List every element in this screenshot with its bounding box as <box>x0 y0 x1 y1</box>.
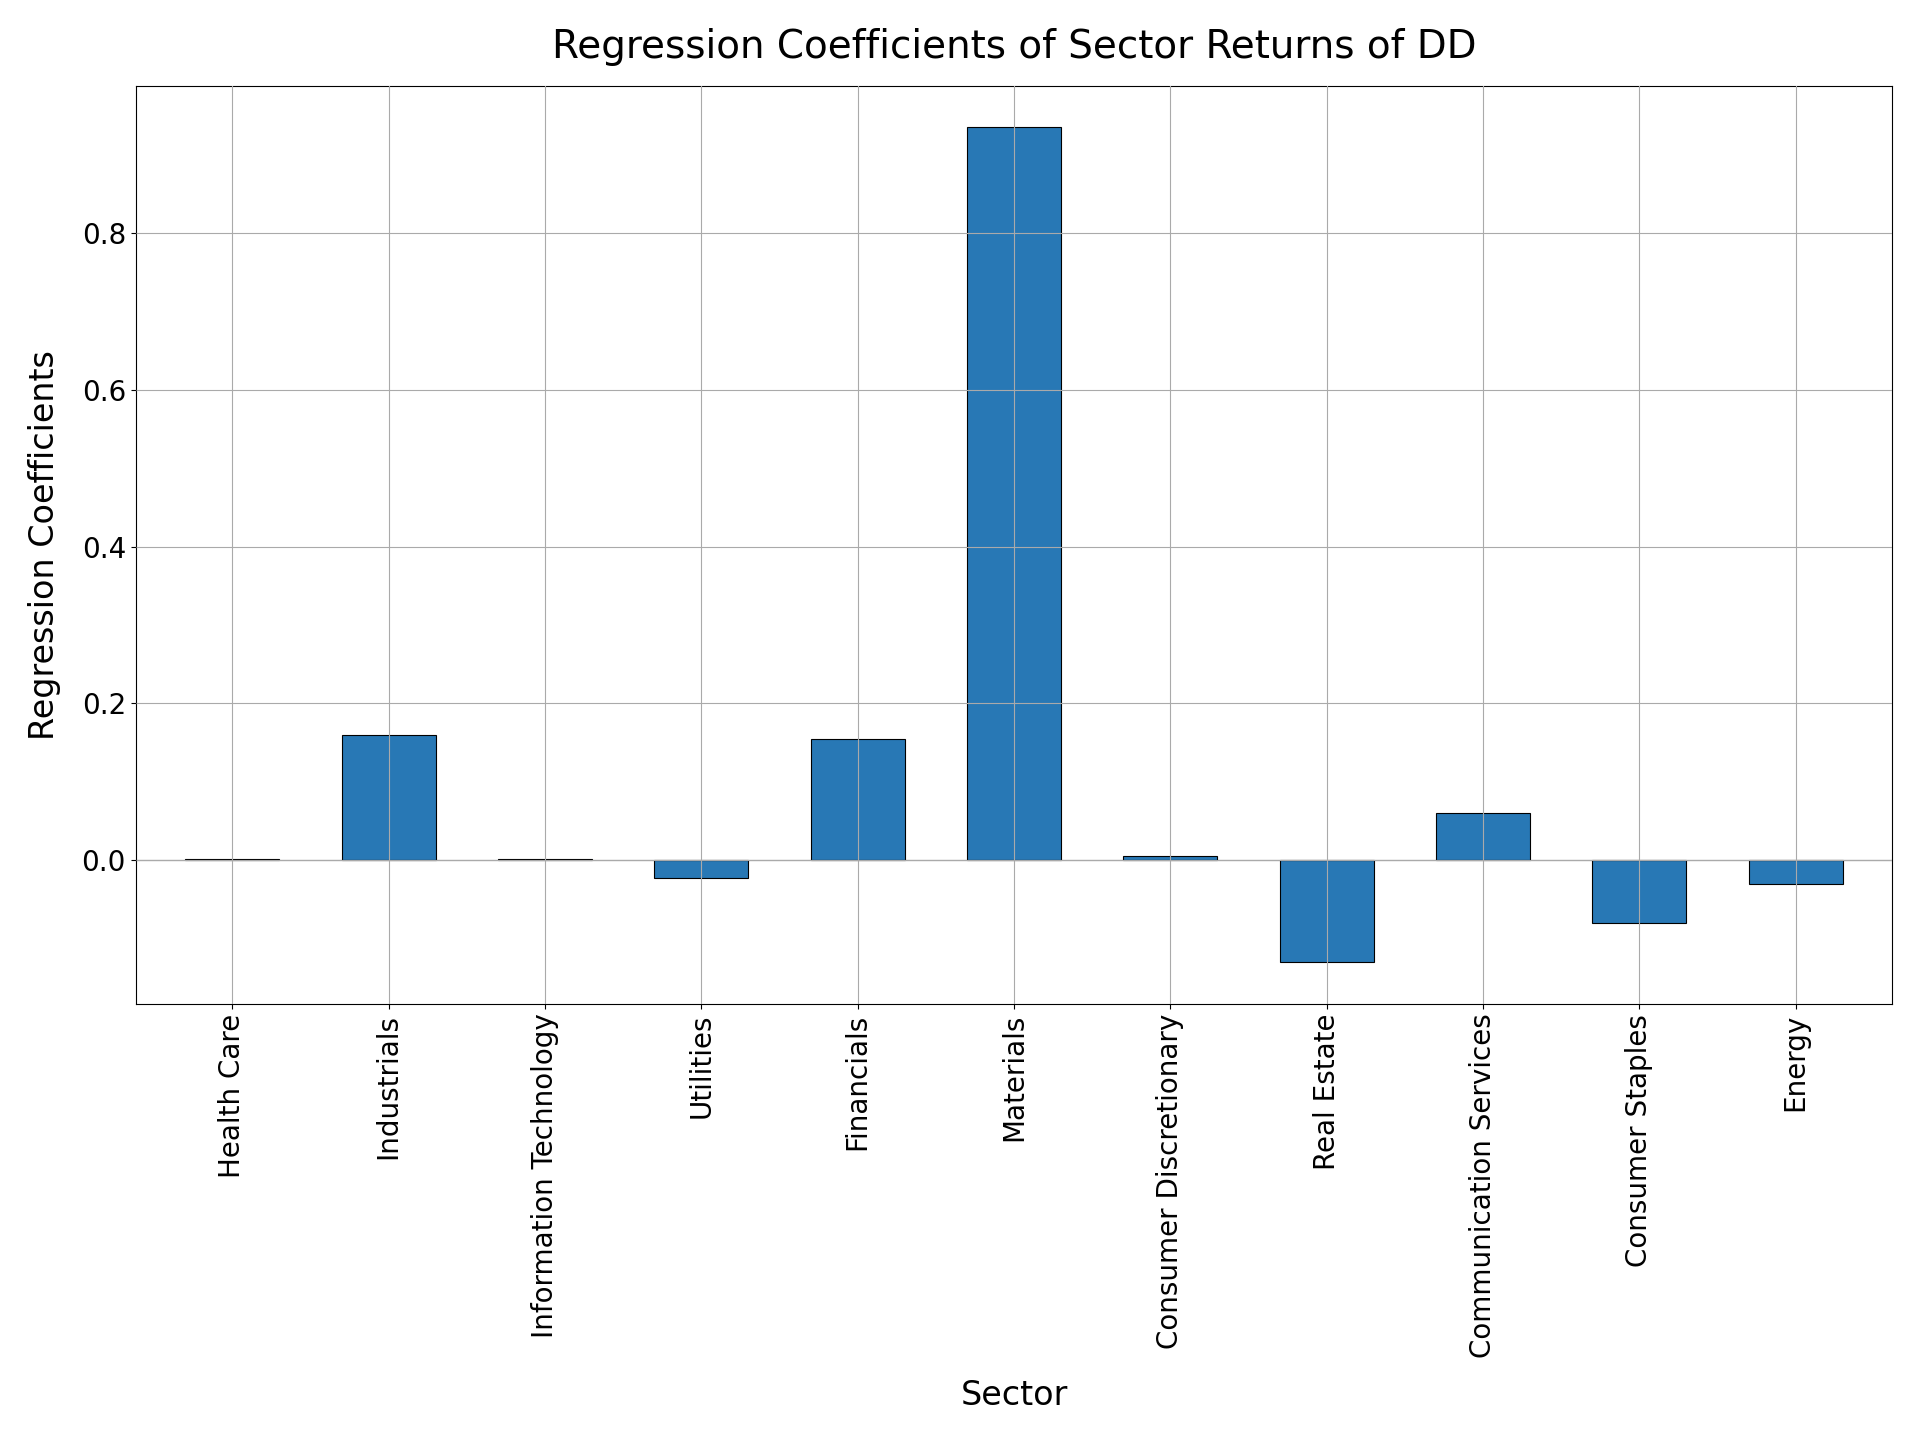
X-axis label: Sector: Sector <box>960 1380 1068 1413</box>
Bar <box>1749 860 1843 884</box>
Bar <box>497 858 591 860</box>
Title: Regression Coefficients of Sector Returns of DD: Regression Coefficients of Sector Return… <box>551 27 1476 66</box>
Bar <box>342 734 436 860</box>
Bar <box>655 860 749 877</box>
Y-axis label: Regression Coefficients: Regression Coefficients <box>27 350 61 740</box>
Bar <box>810 739 904 860</box>
Bar <box>1592 860 1686 923</box>
Bar <box>1436 814 1530 860</box>
Bar <box>1281 860 1373 962</box>
Bar <box>1123 857 1217 860</box>
Bar <box>186 858 278 860</box>
Bar <box>968 127 1062 860</box>
